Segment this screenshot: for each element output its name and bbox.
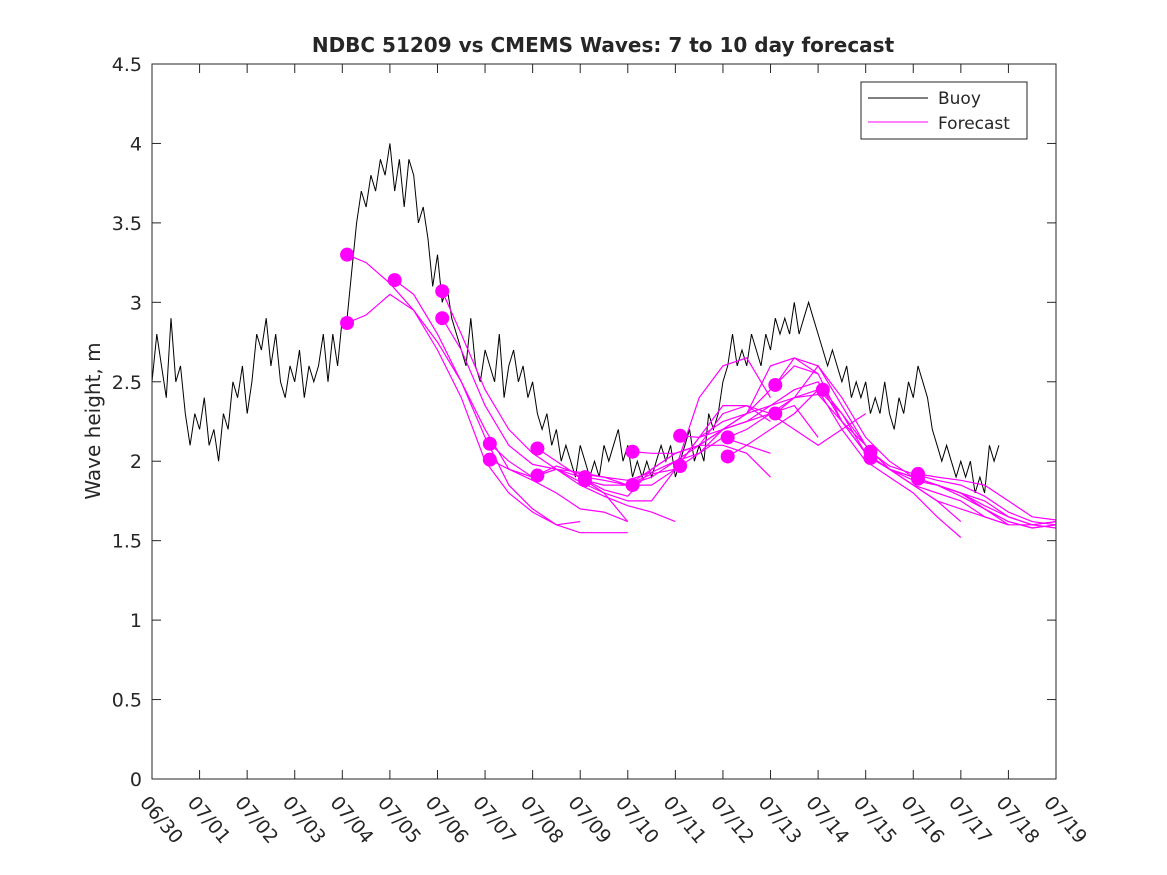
forecast-start-marker — [720, 449, 735, 464]
y-tick-label: 1.5 — [112, 531, 142, 553]
forecast-run-line — [917, 478, 1057, 529]
chart-title: NDBC 51209 vs CMEMS Waves: 7 to 10 day f… — [312, 33, 895, 57]
legend-forecast-label: Forecast — [938, 114, 1010, 134]
buoy-series-line — [151, 143, 1000, 494]
forecast-start-marker — [530, 441, 545, 456]
forecast-start-marker — [768, 406, 783, 421]
forecast-start-marker — [387, 273, 402, 288]
y-tick-label: 0.5 — [112, 690, 142, 712]
y-tick-label: 1 — [130, 610, 142, 632]
forecast-start-marker — [625, 444, 640, 459]
forecast-start-marker — [340, 247, 355, 262]
y-tick-label: 0 — [130, 769, 142, 791]
forecast-run-line — [346, 293, 581, 526]
y-tick-label: 3.5 — [112, 213, 142, 235]
y-tick-label: 2.5 — [112, 372, 142, 394]
forecast-start-marker — [863, 451, 878, 466]
legend-buoy-label: Buoy — [938, 89, 981, 109]
forecast-run-line — [917, 473, 1057, 521]
forecast-start-marker — [482, 452, 497, 467]
forecast-start-marker — [720, 430, 735, 445]
y-tick-label: 4 — [130, 133, 142, 155]
forecast-start-marker — [625, 478, 640, 493]
y-axis-label: Wave height, m — [81, 342, 105, 499]
y-tick-label: 4.5 — [112, 54, 142, 76]
series-layer — [151, 143, 1057, 538]
forecast-start-marker — [577, 473, 592, 488]
axes-box — [151, 63, 1057, 780]
y-tick-label: 3 — [130, 292, 142, 314]
forecast-run-line — [441, 317, 629, 522]
forecast-start-marker — [673, 458, 688, 473]
forecast-run-line — [870, 451, 1057, 526]
forecast-start-marker — [340, 315, 355, 330]
legend-box — [860, 81, 1028, 140]
y-tick-label: 2 — [130, 451, 142, 473]
forecast-start-marker — [911, 471, 926, 486]
legend: Buoy Forecast — [860, 81, 1028, 140]
forecast-start-marker — [815, 382, 830, 397]
forecast-start-marker — [768, 377, 783, 392]
forecast-start-marker — [482, 436, 497, 451]
forecast-start-marker — [530, 468, 545, 483]
forecast-run-line — [537, 357, 772, 502]
forecast-start-marker — [435, 284, 450, 299]
forecast-start-marker — [673, 428, 688, 443]
forecast-start-marker — [435, 311, 450, 326]
forecast-run-line — [632, 404, 867, 454]
